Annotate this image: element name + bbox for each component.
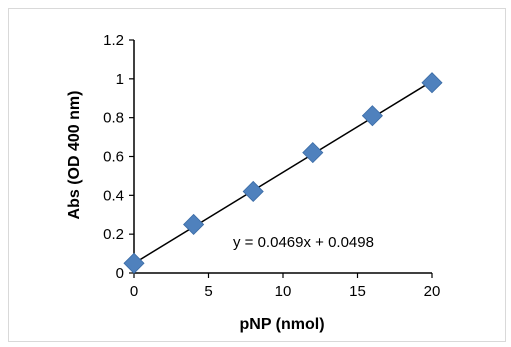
- x-tick-label: 0: [130, 283, 138, 300]
- data-point: [242, 180, 264, 203]
- data-point: [361, 105, 383, 127]
- data-point: [123, 252, 145, 274]
- y-tick-label: 0.8: [103, 110, 124, 127]
- x-tick-label: 10: [275, 283, 292, 300]
- x-tick-label: 5: [204, 283, 212, 300]
- y-axis-title: Abs (OD 400 nm): [66, 91, 83, 220]
- data-point: [183, 213, 205, 236]
- y-tick-label: 0.2: [103, 226, 124, 243]
- x-tick-label: 20: [424, 283, 441, 300]
- data-points: [123, 72, 443, 274]
- y-tick-label: 0.6: [103, 149, 124, 166]
- x-tick-label: 15: [349, 283, 366, 300]
- x-axis-ticks: 0 5 10 15 20: [130, 273, 441, 300]
- y-tick-label: 0.4: [103, 187, 124, 204]
- trendline: [133, 80, 433, 264]
- x-axis-title: pNP (nmol): [239, 316, 324, 333]
- data-point: [302, 142, 324, 164]
- y-tick-label: 1.2: [103, 32, 124, 49]
- y-axis-ticks: 0 0.2 0.4 0.6 0.8 1 1.2: [103, 32, 134, 282]
- data-point: [421, 72, 443, 94]
- chart-frame: [8, 8, 506, 342]
- trendline-equation: y = 0.0469x + 0.0498: [233, 234, 374, 251]
- y-tick-label: 0: [116, 265, 124, 282]
- y-tick-label: 1: [116, 71, 124, 88]
